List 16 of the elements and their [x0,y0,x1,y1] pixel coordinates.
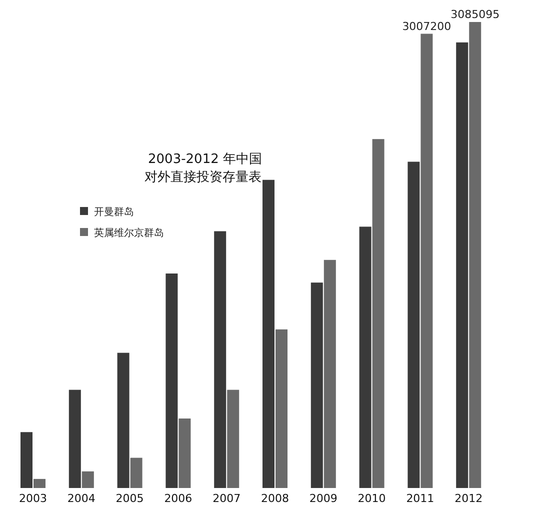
x-tick-label: 2006 [164,492,192,505]
x-tick-label: 2008 [261,492,289,505]
text: 2003-2012 年中国 [148,152,262,167]
x-tick-label: 2003 [19,492,47,505]
x-tick-label: 2007 [212,492,241,505]
x-tick-label: 2009 [309,492,338,505]
text: 对外直接投资存量表 [144,170,262,185]
legend-label: 英属维尔京群岛 [94,227,164,239]
x-tick-label: 2011 [406,492,434,505]
legend-label: 开曼群岛 [94,206,134,218]
x-tick-label: 2012 [454,492,483,505]
x-tick-label: 2005 [116,492,144,505]
data-label: 3085095 [450,8,500,21]
x-tick-label: 2010 [358,492,386,505]
data-label: 3007200 [402,20,452,33]
x-tick-label: 2004 [67,492,96,505]
